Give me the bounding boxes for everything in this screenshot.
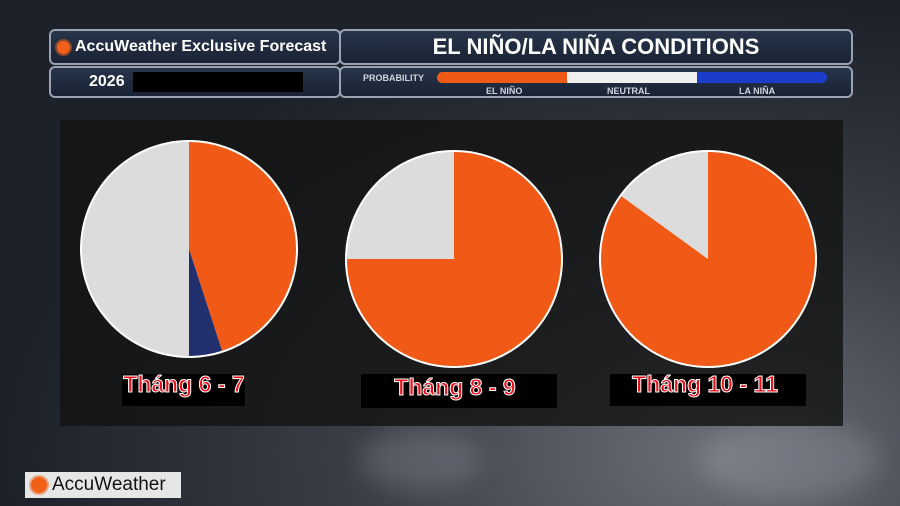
legend-neutral: NEUTRAL <box>607 86 650 96</box>
header: AccuWeather Exclusive Forecast 2026 EL N… <box>49 29 853 98</box>
brand-box: AccuWeather Exclusive Forecast <box>49 29 341 65</box>
cloud <box>700 420 880 500</box>
accuweather-sun-icon <box>57 40 70 54</box>
legend-box: PROBABILITY EL NIÑO NEUTRAL LA NIÑA <box>339 66 853 98</box>
label-box <box>361 374 557 408</box>
redaction <box>132 72 303 92</box>
accuweather-logo: AccuWeather <box>25 472 181 498</box>
probability-label: PROBABILITY <box>363 73 425 83</box>
legend-la-nina: LA NIÑA <box>739 86 776 96</box>
label-box <box>122 374 245 406</box>
pie-1-slice-el-nino <box>189 142 297 351</box>
pie-label-3: Tháng 10 - 11 <box>632 371 779 398</box>
cloud <box>360 430 480 490</box>
pie-1-slice-neutral <box>82 142 189 356</box>
pie-label-1: Tháng 6 - 7 <box>123 371 245 398</box>
accuweather-sun-icon <box>31 477 47 493</box>
page-title: EL NIÑO/LA NIÑA CONDITIONS <box>432 34 760 59</box>
year: 2026 <box>89 73 125 90</box>
label-box <box>610 374 806 406</box>
year-box: 2026 <box>49 66 341 98</box>
pie-label-2: Tháng 8 - 9 <box>394 374 516 401</box>
brand-title: AccuWeather Exclusive Forecast <box>75 38 327 55</box>
probability-legend-bar <box>437 72 827 83</box>
pie-2-slice-neutral <box>347 152 454 259</box>
logo-text: AccuWeather <box>52 474 166 495</box>
legend-el-nino: EL NIÑO <box>486 86 523 96</box>
legend-el-nino-swatch <box>437 72 567 83</box>
pie-1-slice-la-nina <box>189 249 223 356</box>
title-box: EL NIÑO/LA NIÑA CONDITIONS <box>339 29 853 65</box>
pie-3-slice-neutral <box>621 152 708 259</box>
legend-neutral-swatch <box>567 72 697 83</box>
legend-la-nina-swatch <box>697 72 827 83</box>
